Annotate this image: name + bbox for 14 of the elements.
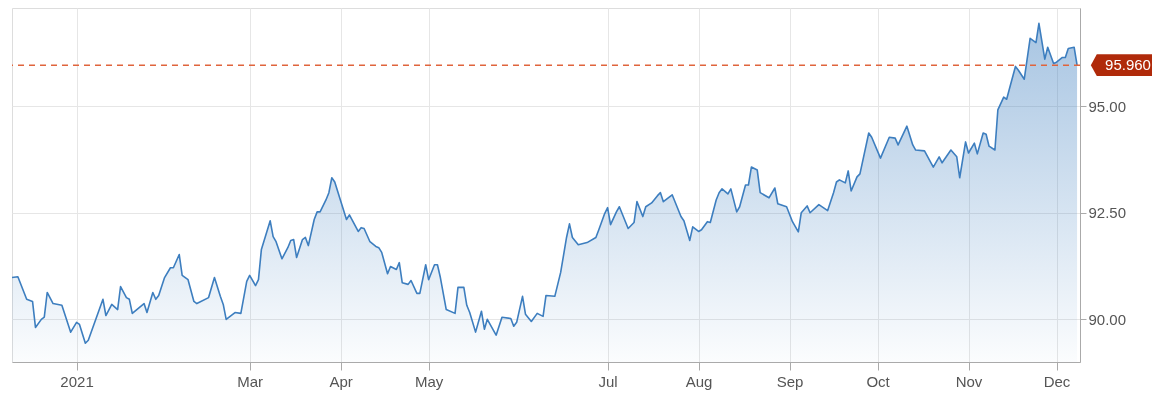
x-tick-label: Aug	[685, 372, 713, 390]
ref-line-label: 95.960	[1105, 56, 1151, 74]
x-tick-label: May	[414, 372, 444, 390]
x-tick-label: 2021	[60, 372, 94, 390]
x-tick-label: Oct	[866, 372, 891, 390]
x-tick-label: Dec	[1043, 372, 1071, 390]
y-tick-label: 90.00	[1088, 310, 1127, 328]
x-tick-label: Mar	[237, 372, 264, 390]
y-tick-label: 95.00	[1088, 97, 1127, 115]
x-tick-label: Nov	[955, 372, 983, 390]
x-tick-label: Apr	[329, 372, 353, 390]
x-tick-label: Jul	[598, 372, 618, 390]
y-tick-label: 92.50	[1088, 204, 1127, 222]
x-tick-label: Sep	[776, 372, 804, 390]
